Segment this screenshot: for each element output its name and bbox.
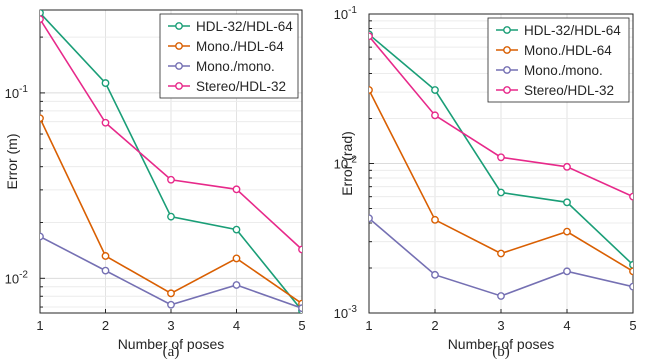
y-axis-label: Error (rad) — [339, 131, 355, 196]
series-mono-hdl-64 — [40, 114, 302, 308]
data-point — [232, 254, 241, 263]
data-point — [40, 10, 44, 17]
chart-b: 1 2 3 4 5 10-3 10-2 10-1 Number of poses Error (r… — [334, 5, 637, 360]
data-point — [563, 162, 571, 171]
data-point — [563, 227, 571, 236]
subfigure-caption: (a) — [163, 344, 180, 360]
legend-box — [487, 17, 630, 103]
data-point — [497, 292, 505, 300]
data-point — [40, 114, 44, 123]
data-point — [431, 86, 439, 94]
x-tick-label: 3 — [497, 318, 504, 333]
legend-label: Mono./HDL-64 — [196, 39, 284, 54]
series-mono-hdl-64 — [369, 86, 633, 276]
data-point — [40, 232, 44, 241]
legend-swatch-marker — [175, 62, 183, 70]
legend-label: HDL-32/HDL-64 — [524, 23, 621, 38]
legend-label: Stereo/HDL-32 — [196, 79, 286, 94]
x-tick-label: 2 — [431, 318, 438, 333]
x-tick-label: 1 — [365, 318, 372, 333]
data-point — [101, 266, 110, 275]
y-tick-label: 10-2 — [334, 155, 358, 172]
data-point — [497, 188, 505, 197]
legend-swatch-marker — [175, 42, 183, 50]
legend: HDL-32/HDL-64 Mono./HDL-64 Mono./mono. Ster… — [487, 17, 630, 103]
legend-swatch-marker — [503, 86, 511, 94]
x-axis-label: Number of poses — [118, 336, 225, 352]
chart-a: 1 2 3 4 5 10-2 10-1 Number of poses Error (m) (a)… — [4, 9, 306, 360]
series-mono-mono- — [369, 214, 633, 300]
data-point — [101, 252, 110, 260]
legend-label: Stereo/HDL-32 — [524, 83, 614, 98]
x-tick-label: 4 — [233, 318, 240, 333]
x-tick-label: 1 — [36, 318, 43, 333]
y-tick-label: 10-2 — [5, 269, 29, 286]
data-point — [298, 304, 302, 313]
data-point — [431, 111, 439, 120]
legend-label: Mono./mono. — [524, 63, 603, 78]
legend: HDL-32/HDL-64 Mono./HDL-64 Mono./mono. Ster… — [159, 13, 299, 99]
data-point — [369, 214, 373, 223]
data-point — [101, 79, 110, 87]
series-hdl-32-hdl-64 — [40, 10, 302, 313]
data-point — [167, 175, 175, 184]
data-point — [497, 153, 505, 162]
y-tick-label: 10-1 — [334, 5, 358, 22]
series-stereo-hdl-32 — [369, 32, 633, 201]
series-mono-mono- — [40, 232, 302, 313]
y-tick-label: 10-3 — [334, 304, 358, 321]
subfigure-caption: (b) — [492, 344, 510, 360]
x-axis-label: Number of poses — [448, 336, 555, 352]
data-point — [232, 281, 241, 289]
data-point — [232, 225, 241, 234]
data-point — [629, 260, 633, 269]
x-tick-label: 4 — [563, 318, 570, 333]
data-point — [431, 215, 439, 224]
data-point — [167, 289, 175, 298]
data-point — [563, 267, 571, 276]
x-tick-label: 5 — [629, 318, 636, 333]
data-point — [298, 245, 302, 254]
legend-box — [159, 13, 299, 99]
legend-label: Mono./mono. — [196, 59, 275, 74]
data-point — [40, 15, 44, 24]
data-point — [101, 118, 110, 127]
data-point — [431, 270, 439, 279]
legend-swatch-marker — [503, 46, 511, 54]
legend-swatch-marker — [175, 82, 183, 90]
data-point — [167, 212, 175, 221]
data-point — [369, 32, 373, 41]
data-point — [629, 282, 633, 291]
data-point — [563, 198, 571, 207]
y-tick-label: 10-1 — [5, 84, 29, 101]
data-point — [167, 300, 175, 309]
data-point — [232, 185, 241, 194]
legend-swatch-marker — [503, 66, 511, 74]
y-axis-label: Error (m) — [4, 134, 20, 190]
legend-label: HDL-32/HDL-64 — [196, 19, 293, 34]
x-tick-label: 3 — [167, 318, 174, 333]
x-tick-label: 2 — [102, 318, 109, 333]
data-point — [369, 86, 373, 94]
x-tick-label: 5 — [298, 318, 305, 333]
data-point — [497, 249, 505, 258]
legend-swatch-marker — [175, 22, 183, 30]
legend-label: Mono./HDL-64 — [524, 43, 612, 58]
data-point — [629, 192, 633, 201]
legend-swatch-marker — [503, 26, 511, 34]
data-point — [629, 267, 633, 276]
series-stereo-hdl-32 — [40, 15, 302, 254]
